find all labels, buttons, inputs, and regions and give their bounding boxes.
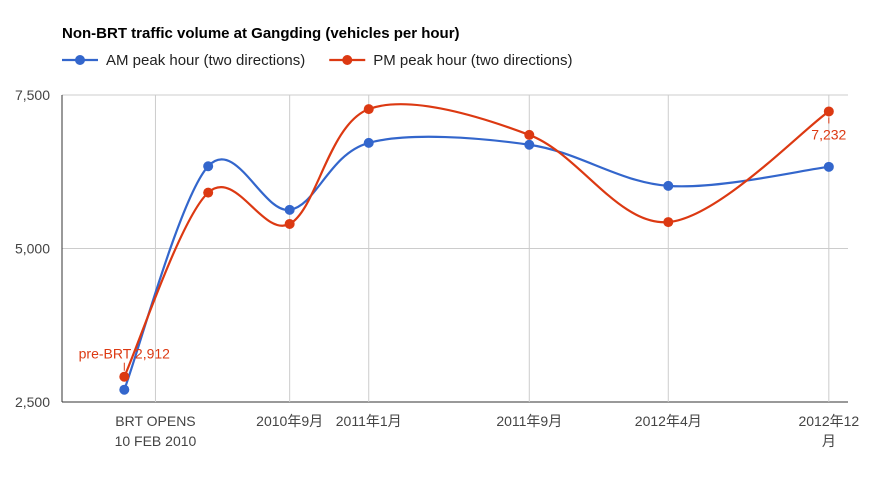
data-point — [119, 371, 130, 382]
legend-marker — [342, 55, 353, 65]
series-am — [119, 135, 834, 395]
data-point — [284, 204, 295, 215]
legend: AM peak hour (two directions) PM peak hou… — [62, 52, 573, 69]
x-tick-label: 2010年9月 — [256, 413, 323, 429]
data-point — [284, 218, 295, 229]
annotation: pre-BRT 2,912 — [79, 346, 171, 371]
data-point — [823, 161, 834, 172]
y-tick-label: 7,500 — [15, 87, 50, 103]
x-tick-label: BRT OPENS — [115, 413, 195, 429]
annotation-label: pre-BRT 2,912 — [79, 346, 171, 362]
data-point — [363, 137, 374, 148]
legend-label: PM peak hour (two directions) — [373, 52, 572, 69]
legend-label: AM peak hour (two directions) — [106, 52, 305, 69]
plot-area: pre-BRT 2,912 7,232 — [79, 103, 847, 395]
annotation-label: 7,232 — [811, 126, 846, 142]
x-tick-label: 10 FEB 2010 — [115, 433, 197, 449]
x-tick-label: 月 — [822, 433, 836, 449]
data-point — [663, 217, 674, 228]
data-point — [203, 161, 214, 172]
x-tick-label: 2012年4月 — [635, 413, 702, 429]
data-point — [119, 384, 130, 395]
data-point — [823, 106, 834, 117]
data-point — [203, 187, 214, 198]
y-tick-label: 5,000 — [15, 241, 50, 257]
legend-item: AM peak hour (two directions) — [62, 52, 305, 69]
legend-marker — [75, 55, 85, 65]
series-line — [123, 103, 830, 378]
series-pm — [119, 103, 834, 382]
series-line — [123, 135, 829, 391]
data-point — [524, 139, 535, 150]
legend-item: PM peak hour (two directions) — [329, 52, 573, 69]
x-tick-label: 2011年9月 — [496, 413, 562, 429]
data-point — [363, 104, 374, 115]
y-tick-label: 2,500 — [15, 394, 50, 410]
x-tick-label: 2011年1月 — [336, 413, 402, 429]
x-tick-label: 2012年12 — [798, 413, 859, 429]
chart-title: Non-BRT traffic volume at Gangding (vehi… — [62, 25, 460, 42]
annotation: 7,232 — [811, 117, 847, 142]
grid — [62, 94, 848, 403]
data-point — [524, 129, 535, 140]
data-point — [663, 180, 674, 191]
axes: 2,500 5,000 7,500 BRT OPENS 10 FEB 2010 2010年… — [15, 87, 859, 449]
